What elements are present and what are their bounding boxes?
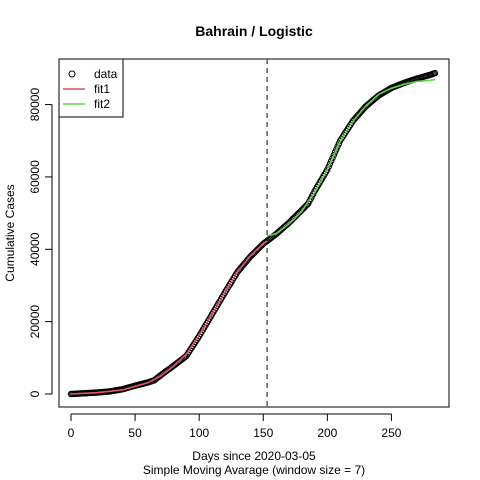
- y-tick-label: 80000: [28, 88, 42, 122]
- fit2-line: [266, 78, 436, 237]
- legend-marker: [68, 70, 76, 78]
- data-point: [431, 69, 439, 77]
- x-tick-label: 100: [189, 426, 209, 440]
- y-tick-label: 40000: [28, 232, 42, 266]
- x-tick-label: 50: [128, 426, 142, 440]
- fit1-line: [70, 240, 268, 395]
- legend-label: fit2: [94, 97, 110, 111]
- chart-title: Bahrain / Logistic: [195, 23, 313, 39]
- data-point: [326, 160, 334, 168]
- data-point: [325, 163, 332, 170]
- data-point: [335, 140, 343, 147]
- x-axis-sublabel: Simple Moving Avarage (window size = 7): [143, 463, 365, 477]
- plot-area: [58, 58, 450, 408]
- plot-frame: [58, 58, 450, 408]
- data-series: [67, 69, 439, 398]
- data-point: [331, 149, 339, 156]
- y-tick-label: 60000: [28, 160, 42, 194]
- y-tick-label: 0: [28, 390, 42, 397]
- x-tick-label: 200: [317, 426, 337, 440]
- data-point: [327, 157, 335, 165]
- x-tick-label: 0: [68, 426, 75, 440]
- x-tick-label: 150: [253, 426, 273, 440]
- data-point: [330, 152, 337, 159]
- y-tick-label: 20000: [28, 305, 42, 339]
- data-point: [333, 146, 340, 153]
- y-axis-label: Cumulative Cases: [3, 184, 17, 281]
- x-tick-label: 250: [381, 426, 401, 440]
- x-axis-label: Days since 2020-03-05: [192, 449, 316, 463]
- legend-label: data: [94, 67, 118, 81]
- data-point: [324, 166, 331, 173]
- legend-box: [58, 58, 124, 118]
- data-point: [329, 154, 336, 162]
- legend-label: fit1: [94, 82, 110, 96]
- data-point: [334, 143, 341, 150]
